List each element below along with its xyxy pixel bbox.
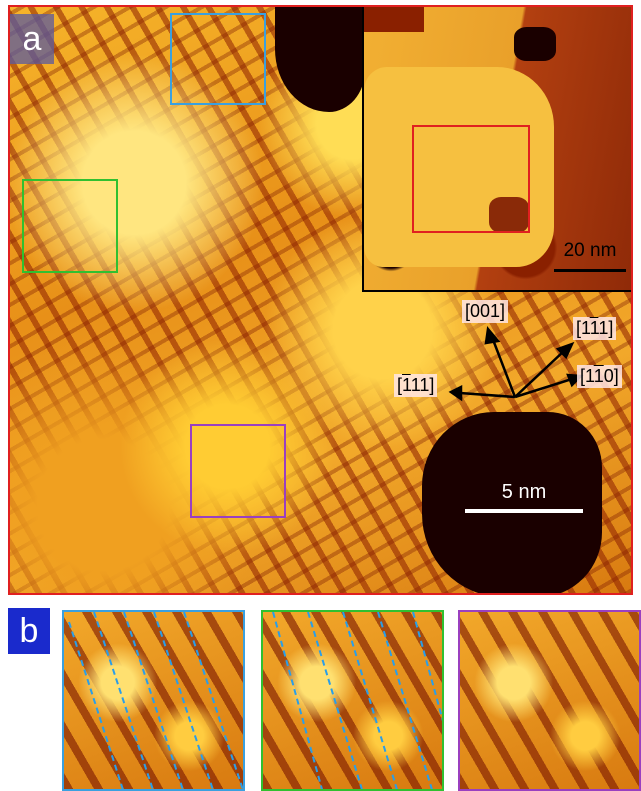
inset-pit xyxy=(514,27,556,61)
overview-inset: 20 nm xyxy=(362,7,631,292)
dashed-lattice-lines xyxy=(68,612,243,789)
zoom-blue xyxy=(62,610,245,791)
panel-label-a: a xyxy=(10,14,54,64)
roi-blue xyxy=(170,13,266,105)
main-scale-bar xyxy=(465,509,583,513)
direction-bar1-11: [111] xyxy=(394,374,438,397)
roi-purple xyxy=(190,424,286,518)
inset-island xyxy=(489,197,529,233)
direction-001: [001] xyxy=(462,300,509,323)
inset-terrace xyxy=(364,7,424,32)
zoom-green xyxy=(261,610,444,791)
dashed-lattice-lines xyxy=(272,612,442,789)
inset-bright-terrace xyxy=(364,67,554,267)
zoom-purple xyxy=(458,610,641,791)
direction-1-11: [111] xyxy=(573,317,617,340)
inset-roi-square xyxy=(412,125,530,233)
crystal-direction-arrows xyxy=(448,326,584,402)
dark-region-bottom-right xyxy=(422,412,602,593)
direction-1-10: [110] xyxy=(577,365,622,388)
inset-scale-bar xyxy=(554,269,626,272)
panel-label-b: b xyxy=(8,608,50,654)
roi-green xyxy=(22,179,118,273)
inset-scale-label: 20 nm xyxy=(563,240,617,261)
stm-image-panel-a: 20 nm [001] [111] [110] [111] 5 nm xyxy=(8,5,633,595)
main-scale-label: 5 nm xyxy=(501,481,547,503)
